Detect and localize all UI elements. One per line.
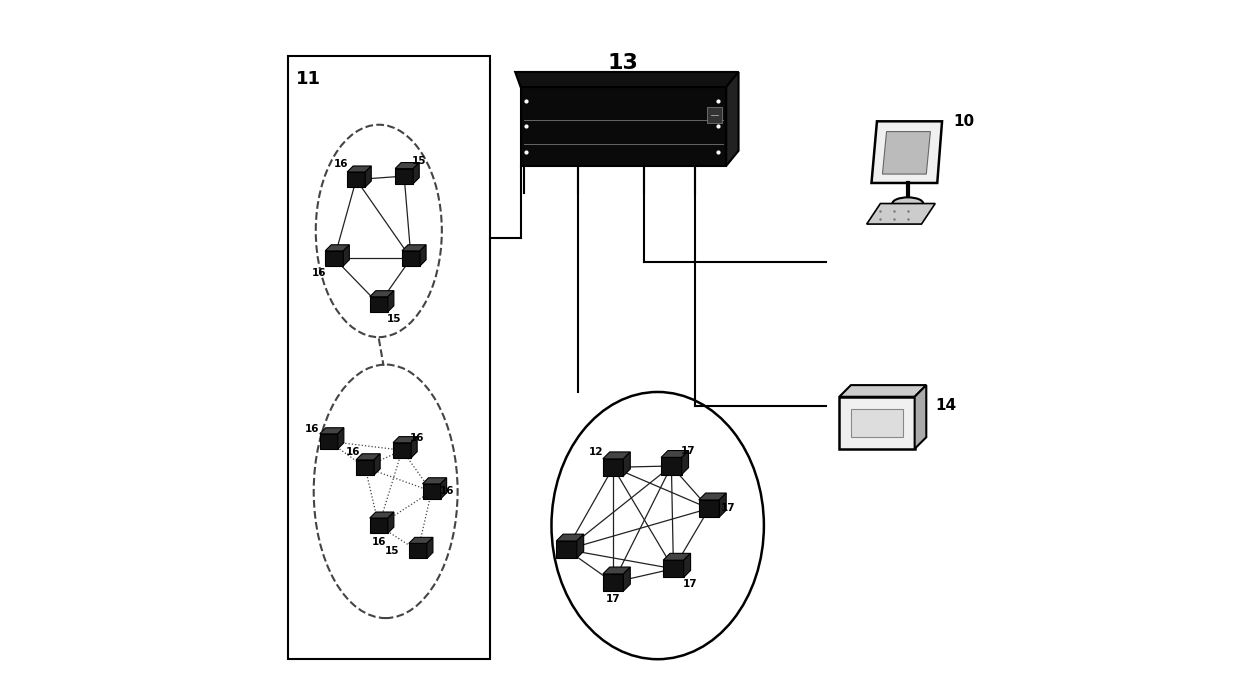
- Polygon shape: [370, 297, 388, 312]
- Text: 16: 16: [305, 424, 320, 434]
- Text: 15: 15: [384, 546, 399, 556]
- Polygon shape: [325, 245, 350, 251]
- Polygon shape: [663, 560, 683, 577]
- Polygon shape: [440, 477, 446, 499]
- Polygon shape: [393, 437, 417, 442]
- Text: 11: 11: [296, 70, 321, 88]
- Polygon shape: [412, 437, 417, 458]
- Polygon shape: [320, 428, 343, 433]
- Polygon shape: [356, 460, 374, 475]
- Polygon shape: [370, 518, 388, 533]
- Text: 17: 17: [606, 594, 620, 604]
- Text: 16: 16: [372, 537, 386, 547]
- Polygon shape: [683, 553, 691, 577]
- Polygon shape: [661, 458, 682, 475]
- Text: 17: 17: [683, 579, 698, 589]
- Polygon shape: [839, 397, 915, 449]
- Polygon shape: [915, 385, 926, 449]
- Polygon shape: [624, 452, 630, 476]
- Polygon shape: [366, 166, 371, 187]
- Text: 16: 16: [312, 268, 326, 279]
- Polygon shape: [603, 574, 624, 591]
- Text: 14: 14: [935, 398, 956, 413]
- Polygon shape: [402, 251, 420, 266]
- Polygon shape: [867, 204, 935, 224]
- Polygon shape: [839, 385, 926, 397]
- Polygon shape: [370, 512, 394, 518]
- Polygon shape: [663, 553, 691, 560]
- Polygon shape: [557, 541, 577, 558]
- Text: 15: 15: [387, 314, 401, 324]
- Polygon shape: [402, 245, 427, 251]
- Text: 13: 13: [608, 54, 639, 74]
- Bar: [521, 87, 727, 166]
- Polygon shape: [851, 409, 903, 436]
- Polygon shape: [603, 452, 630, 459]
- Polygon shape: [325, 251, 343, 266]
- Polygon shape: [577, 534, 584, 558]
- Polygon shape: [388, 291, 394, 312]
- Polygon shape: [396, 162, 419, 169]
- Polygon shape: [396, 169, 413, 184]
- Polygon shape: [699, 500, 719, 517]
- Text: 15: 15: [412, 156, 427, 166]
- Polygon shape: [347, 166, 371, 172]
- Polygon shape: [423, 484, 440, 499]
- Polygon shape: [624, 567, 630, 591]
- Polygon shape: [883, 131, 930, 174]
- Text: 12: 12: [589, 447, 604, 458]
- Polygon shape: [356, 454, 381, 460]
- Text: 17: 17: [720, 504, 735, 513]
- Polygon shape: [719, 493, 727, 517]
- Text: 16: 16: [346, 447, 360, 458]
- Text: 16: 16: [410, 433, 424, 443]
- Bar: [288, 56, 490, 659]
- Polygon shape: [699, 493, 727, 500]
- Polygon shape: [515, 72, 739, 87]
- Text: 17: 17: [681, 446, 696, 456]
- Polygon shape: [413, 162, 419, 184]
- Ellipse shape: [893, 197, 924, 210]
- Polygon shape: [409, 544, 427, 559]
- Bar: [707, 107, 722, 122]
- Polygon shape: [393, 442, 412, 458]
- Polygon shape: [337, 428, 343, 449]
- Polygon shape: [603, 567, 630, 574]
- Polygon shape: [872, 121, 942, 183]
- Polygon shape: [320, 433, 337, 449]
- Polygon shape: [388, 512, 394, 533]
- Polygon shape: [423, 477, 446, 484]
- Polygon shape: [661, 451, 688, 458]
- Polygon shape: [370, 291, 394, 297]
- Polygon shape: [682, 451, 688, 475]
- Polygon shape: [603, 459, 624, 476]
- Polygon shape: [347, 172, 366, 187]
- Polygon shape: [374, 454, 381, 475]
- Text: 16: 16: [439, 486, 454, 496]
- Polygon shape: [420, 245, 427, 266]
- Polygon shape: [557, 534, 584, 541]
- Polygon shape: [427, 537, 433, 559]
- Text: 10: 10: [954, 114, 975, 129]
- Polygon shape: [343, 245, 350, 266]
- Text: 16: 16: [334, 160, 348, 169]
- Polygon shape: [727, 72, 739, 166]
- Polygon shape: [409, 537, 433, 544]
